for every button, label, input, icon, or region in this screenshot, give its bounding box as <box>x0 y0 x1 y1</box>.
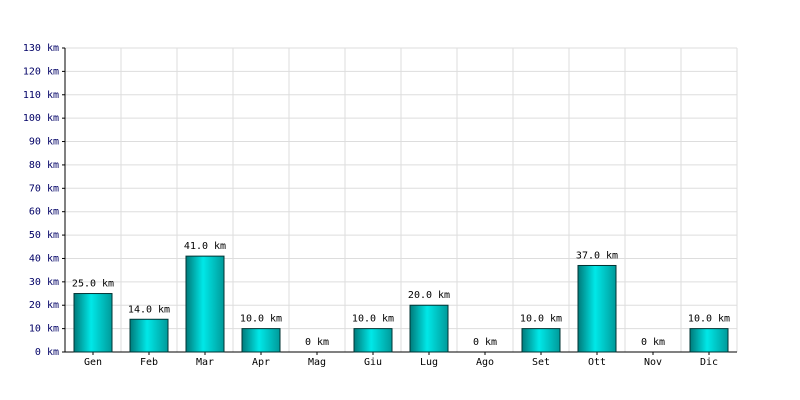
y-tick-label: 50 km <box>29 230 59 241</box>
bar <box>689 328 729 353</box>
value-label: 10.0 km <box>240 314 282 325</box>
y-tick-label: 40 km <box>29 253 59 264</box>
x-tick-label: Mag <box>308 357 326 368</box>
y-tick-label: 60 km <box>29 207 59 218</box>
bar <box>73 293 113 353</box>
x-tick-label: Gen <box>84 357 102 368</box>
bar <box>241 328 281 353</box>
value-label: 0 km <box>473 337 497 348</box>
bar <box>353 328 393 353</box>
y-tick-label: 10 km <box>29 324 59 335</box>
y-tick-label: 20 km <box>29 300 59 311</box>
bar <box>521 328 561 353</box>
value-label: 0 km <box>305 337 329 348</box>
y-tick-label: 0 km <box>35 347 59 358</box>
value-label: 25.0 km <box>72 279 114 290</box>
y-tick-label: 100 km <box>23 113 59 124</box>
y-tick-label: 70 km <box>29 183 59 194</box>
y-tick-label: 130 km <box>23 43 59 54</box>
x-tick-label: Ott <box>588 357 606 368</box>
y-tick-label: 110 km <box>23 90 59 101</box>
x-tick-label: Dic <box>700 357 718 368</box>
y-tick-label: 90 km <box>29 137 59 148</box>
bar <box>409 304 449 353</box>
value-label: 10.0 km <box>352 314 394 325</box>
value-label: 14.0 km <box>128 304 170 315</box>
value-label: 20.0 km <box>408 290 450 301</box>
value-label: 37.0 km <box>576 250 618 261</box>
value-label: 41.0 km <box>184 241 226 252</box>
bar <box>577 264 617 353</box>
x-tick-label: Lug <box>420 357 438 368</box>
y-tick-label: 80 km <box>29 160 59 171</box>
x-tick-label: Nov <box>644 357 662 368</box>
value-label: 10.0 km <box>688 314 730 325</box>
x-tick-label: Feb <box>140 357 158 368</box>
y-tick-label: 30 km <box>29 277 59 288</box>
x-tick-label: Set <box>532 357 550 368</box>
y-tick-label: 120 km <box>23 66 59 77</box>
x-tick-label: Apr <box>252 357 270 368</box>
value-label: 10.0 km <box>520 314 562 325</box>
value-label: 0 km <box>641 337 665 348</box>
x-tick-label: Mar <box>196 357 214 368</box>
x-tick-label: Ago <box>476 357 494 368</box>
bar <box>185 255 225 353</box>
x-tick-label: Giu <box>364 357 382 368</box>
bar <box>129 318 169 353</box>
